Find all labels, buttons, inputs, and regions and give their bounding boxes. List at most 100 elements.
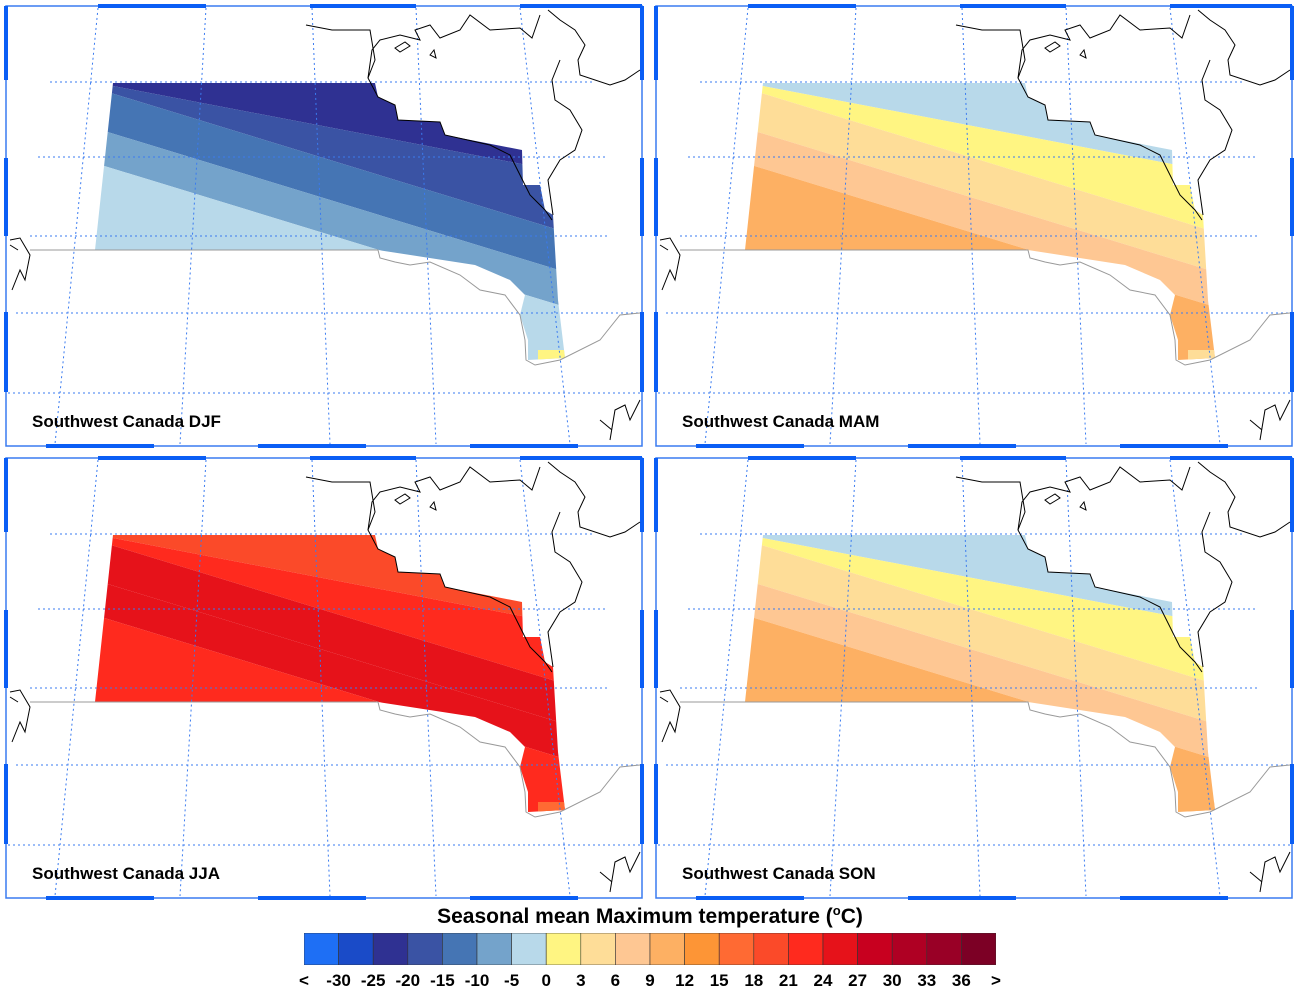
colorbar-title: Seasonal mean Maximum temperature (oC): [437, 903, 863, 928]
frame-tick: [640, 764, 644, 844]
colorbar-swatch: [788, 933, 824, 965]
coastline: [394, 41, 437, 59]
frame-tick: [98, 4, 206, 8]
frame-tick: [258, 444, 366, 448]
border-line: [680, 701, 1291, 818]
coastline: [367, 466, 541, 531]
frame-tick: [640, 158, 644, 236]
frame-tick: [1120, 444, 1228, 448]
coastline: [1249, 399, 1291, 441]
coastline: [1249, 851, 1291, 893]
colorbar-swatch: [891, 933, 928, 965]
frame-tick: [654, 610, 658, 688]
colorbar-swatch: [961, 933, 996, 965]
frame-tick: [748, 4, 856, 8]
frame-tick: [258, 896, 366, 900]
colorbar-label: 3: [576, 971, 586, 990]
temperature-band: [95, 539, 565, 725]
colorbar-label: 21: [778, 971, 798, 990]
frame-tick: [46, 896, 154, 900]
coastline: [1017, 466, 1191, 531]
frame-tick: [1290, 610, 1294, 688]
colorbar-swatch: [545, 933, 582, 965]
frame-tick: [310, 456, 416, 460]
colorbar-label: 27: [848, 971, 868, 990]
frame-tick: [98, 456, 206, 460]
coastline: [1197, 9, 1291, 86]
graticule-line: [54, 459, 99, 897]
frame-tick: [696, 444, 804, 448]
map-panel: Southwest Canada DJF: [4, 4, 644, 448]
coastline: [1017, 14, 1191, 79]
temperature-band: [745, 535, 1215, 685]
frame-tick: [654, 312, 658, 392]
frame-tick: [4, 610, 8, 688]
panel-title: Southwest Canada SON: [682, 864, 876, 883]
coastline: [659, 237, 681, 291]
colorbar-swatch: [338, 933, 374, 965]
frame-tick: [46, 444, 154, 448]
frame-tick: [1290, 312, 1294, 392]
frame-tick: [4, 6, 8, 80]
temperature-cell: [538, 350, 565, 360]
colorbar-label: -15: [430, 971, 455, 990]
frame-tick: [654, 158, 658, 236]
colorbar-label: >: [991, 971, 1001, 990]
border-line: [30, 249, 641, 366]
map-panels: Southwest Canada DJF Southwest Canada MAM…: [4, 4, 1294, 900]
coastline: [305, 24, 553, 221]
map-panel: Southwest Canada MAM: [654, 4, 1294, 448]
frame-tick: [640, 312, 644, 392]
coastline: [305, 476, 553, 673]
temperature-cell: [538, 802, 565, 812]
colorbar-label: 24: [813, 971, 833, 990]
colorbar-swatch: [476, 933, 512, 965]
coastline: [1197, 59, 1233, 216]
colorbar-swatch: [615, 933, 651, 965]
colorbar-swatch: [372, 933, 409, 965]
frame-tick: [1170, 4, 1292, 8]
colorbar-label: -30: [326, 971, 351, 990]
colorbar-label: <: [299, 971, 309, 990]
colorbar-swatch: [511, 933, 547, 965]
frame-tick: [908, 896, 1016, 900]
coastline: [547, 461, 641, 538]
coastline: [599, 851, 641, 893]
frame-tick: [470, 444, 578, 448]
colorbar-swatch: [822, 933, 858, 965]
frame-tick: [748, 456, 856, 460]
colorbar-label: 33: [917, 971, 937, 990]
coastline: [955, 24, 1203, 221]
coastline: [955, 476, 1203, 673]
frame-tick: [654, 6, 658, 80]
coastline: [1044, 493, 1087, 511]
frame-tick: [908, 444, 1016, 448]
frame-tick: [520, 4, 642, 8]
coastline: [367, 14, 541, 79]
colorbar-label: -20: [395, 971, 421, 990]
frame-tick: [640, 458, 644, 532]
frame-tick: [640, 610, 644, 688]
frame-tick: [1170, 456, 1292, 460]
colorbar-swatch: [580, 933, 616, 965]
frame-tick: [654, 764, 658, 844]
temperature-band: [745, 539, 1215, 725]
frame-tick: [1290, 158, 1294, 236]
colorbar-label: 9: [645, 971, 655, 990]
colorbar-swatch: [857, 933, 893, 965]
colorbar-label: 15: [709, 971, 729, 990]
border-line: [680, 249, 1291, 366]
border-line: [30, 701, 641, 818]
coastline: [9, 689, 31, 743]
panel-title: Southwest Canada DJF: [32, 412, 221, 431]
colorbar-swatch: [718, 933, 755, 965]
frame-tick: [1290, 458, 1294, 532]
map-panel: Southwest Canada JJA: [4, 456, 644, 900]
frame-tick: [310, 4, 416, 8]
frame-tick: [654, 458, 658, 532]
graticule-line: [519, 7, 571, 445]
panel-title: Southwest Canada MAM: [682, 412, 879, 431]
colorbar-swatch: [649, 933, 685, 965]
panel-title: Southwest Canada JJA: [32, 864, 220, 883]
colorbar-swatch: [684, 933, 720, 965]
